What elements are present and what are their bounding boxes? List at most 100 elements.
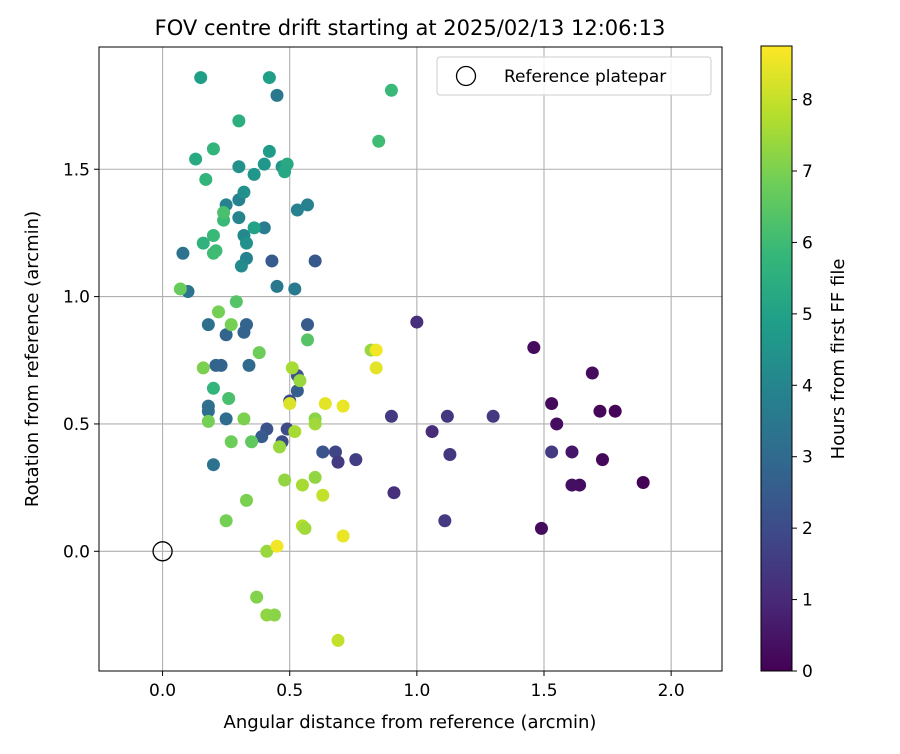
data-point: [239, 493, 253, 507]
legend-marker-circle: [455, 65, 477, 87]
data-point: [237, 412, 251, 426]
data-point: [278, 473, 292, 487]
data-point: [273, 440, 287, 454]
data-point: [262, 144, 276, 158]
x-axis-ticks: 0.0 0.5 1.0 1.5 2.0: [149, 671, 685, 701]
data-point: [247, 167, 261, 181]
data-point: [288, 425, 302, 439]
data-point: [232, 114, 246, 128]
colorbar-tick-label: 7: [802, 162, 813, 182]
data-point: [336, 529, 350, 543]
colorbar-tick-label: 4: [802, 376, 813, 396]
colorbar-tick-label: 6: [802, 233, 813, 253]
colorbar-tick-label: 2: [802, 519, 813, 539]
data-point: [267, 608, 281, 622]
data-point: [270, 88, 284, 102]
data-point: [285, 361, 299, 375]
data-point: [318, 397, 332, 411]
data-point: [237, 325, 251, 339]
data-point: [237, 185, 251, 199]
data-point: [527, 341, 541, 355]
data-point: [219, 328, 233, 342]
data-point: [565, 445, 579, 459]
y-axis-ticks: 0.0 0.5 1.0 1.5: [63, 160, 99, 562]
data-point: [176, 246, 190, 260]
legend-label-reference: Reference platepar: [504, 67, 666, 87]
data-point: [301, 333, 315, 347]
data-point: [173, 282, 187, 296]
y-tick-label: 0.5: [63, 415, 90, 435]
data-point: [608, 404, 622, 418]
data-point: [232, 160, 246, 174]
data-point: [283, 397, 297, 411]
data-point: [247, 221, 261, 235]
data-point: [384, 83, 398, 97]
x-tick-label: 0.5: [276, 681, 303, 701]
data-point: [384, 409, 398, 423]
data-point: [438, 514, 452, 528]
colorbar-tick-label: 3: [802, 448, 813, 468]
data-point: [425, 425, 439, 439]
data-point: [224, 318, 238, 332]
data-point: [534, 521, 548, 535]
y-axis-label: Rotation from reference (arcmin): [22, 211, 43, 507]
plot-frame: [98, 46, 723, 672]
colorbar-tick-label: 0: [802, 662, 813, 682]
data-point: [410, 315, 424, 329]
data-point: [443, 448, 457, 462]
data-point: [270, 279, 284, 293]
data-point: [196, 361, 210, 375]
data-point: [349, 453, 363, 467]
data-point: [331, 455, 345, 469]
data-point: [270, 539, 284, 553]
data-point: [293, 374, 307, 388]
data-point: [369, 361, 383, 375]
data-point: [301, 318, 315, 332]
colorbar-tick-label: 1: [802, 591, 813, 611]
data-point: [295, 478, 309, 492]
data-point: [209, 358, 223, 372]
data-point: [206, 381, 220, 395]
y-tick-label: 1.5: [63, 160, 90, 180]
data-point: [257, 221, 271, 235]
data-point: [440, 409, 454, 423]
data-point: [229, 295, 243, 309]
colorbar-gradient: [760, 45, 793, 672]
data-point: [288, 282, 302, 296]
data-point: [219, 514, 233, 528]
data-point: [316, 445, 330, 459]
data-point: [336, 399, 350, 413]
data-point: [595, 453, 609, 467]
data-point: [196, 236, 210, 250]
data-point: [260, 544, 274, 558]
data-point: [290, 203, 304, 217]
data-point: [250, 590, 264, 604]
data-point: [234, 259, 248, 273]
data-point: [308, 417, 322, 431]
data-point: [262, 71, 276, 85]
data-points: [173, 71, 650, 647]
data-point: [308, 470, 322, 484]
chart-title: FOV centre drift starting at 2025/02/13 …: [155, 16, 666, 40]
data-point: [545, 445, 559, 459]
data-point: [239, 236, 253, 250]
colorbar: 0 1 2 3 4 5 6 7 8 Hours from first FF file: [760, 45, 849, 682]
colorbar-label: Hours from first FF file: [828, 259, 849, 460]
data-point: [593, 404, 607, 418]
x-axis-label: Angular distance from reference (arcmin): [224, 712, 597, 733]
grid: [99, 47, 722, 671]
data-point: [245, 435, 259, 449]
data-point: [387, 486, 401, 500]
data-point: [252, 346, 266, 360]
y-tick-label: 1.0: [63, 288, 90, 308]
x-tick-label: 2.0: [658, 681, 685, 701]
colorbar-ticks: 0 1 2 3 4 5 6 7 8: [792, 91, 813, 682]
legend: Reference platepar: [436, 56, 712, 96]
x-tick-label: 0.0: [149, 681, 176, 701]
data-point: [219, 412, 233, 426]
colorbar-tick-label: 5: [802, 305, 813, 325]
x-tick-label: 1.0: [403, 681, 430, 701]
data-point: [636, 476, 650, 490]
data-point: [290, 384, 304, 398]
data-point: [217, 206, 231, 220]
